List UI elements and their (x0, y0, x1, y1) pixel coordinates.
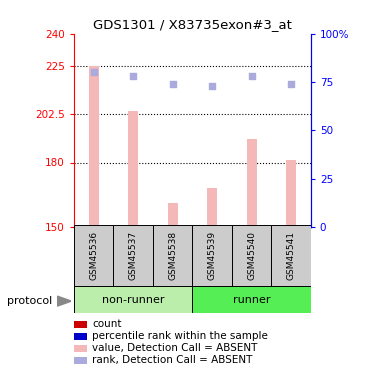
Point (130, 73, 136, 79)
Text: protocol: protocol (7, 296, 53, 306)
Title: GDS1301 / X83735exon#3_at: GDS1301 / X83735exon#3_at (93, 18, 292, 31)
Point (170, 81, 176, 87)
Bar (247, 139, 256, 227)
Point (288, 81, 294, 87)
Bar (271, 225, 311, 287)
Polygon shape (57, 296, 71, 306)
Bar (232, 225, 271, 287)
Text: GSM45541: GSM45541 (287, 231, 296, 280)
Bar (192, 225, 232, 287)
Bar (89, 66, 99, 227)
Point (209, 83, 215, 89)
Text: percentile rank within the sample: percentile rank within the sample (92, 332, 268, 341)
Bar (114, 225, 153, 287)
Text: rank, Detection Call = ABSENT: rank, Detection Call = ABSENT (92, 356, 253, 365)
Bar (207, 188, 217, 227)
Bar (74, 225, 114, 287)
Point (249, 73, 255, 79)
Bar (74, 286, 192, 313)
Text: GSM45539: GSM45539 (208, 231, 216, 280)
Text: GSM45538: GSM45538 (168, 231, 177, 280)
Bar (168, 203, 178, 227)
Bar (192, 286, 311, 313)
Bar (153, 225, 192, 287)
Bar (128, 111, 138, 227)
Text: count: count (92, 320, 122, 329)
Text: non-runner: non-runner (102, 295, 164, 304)
Text: GSM45540: GSM45540 (247, 231, 256, 280)
Bar (286, 160, 296, 227)
Text: GSM45537: GSM45537 (129, 231, 138, 280)
Text: GSM45536: GSM45536 (89, 231, 98, 280)
Text: runner: runner (233, 295, 270, 304)
Point (91, 69, 97, 75)
Text: value, Detection Call = ABSENT: value, Detection Call = ABSENT (92, 344, 258, 353)
